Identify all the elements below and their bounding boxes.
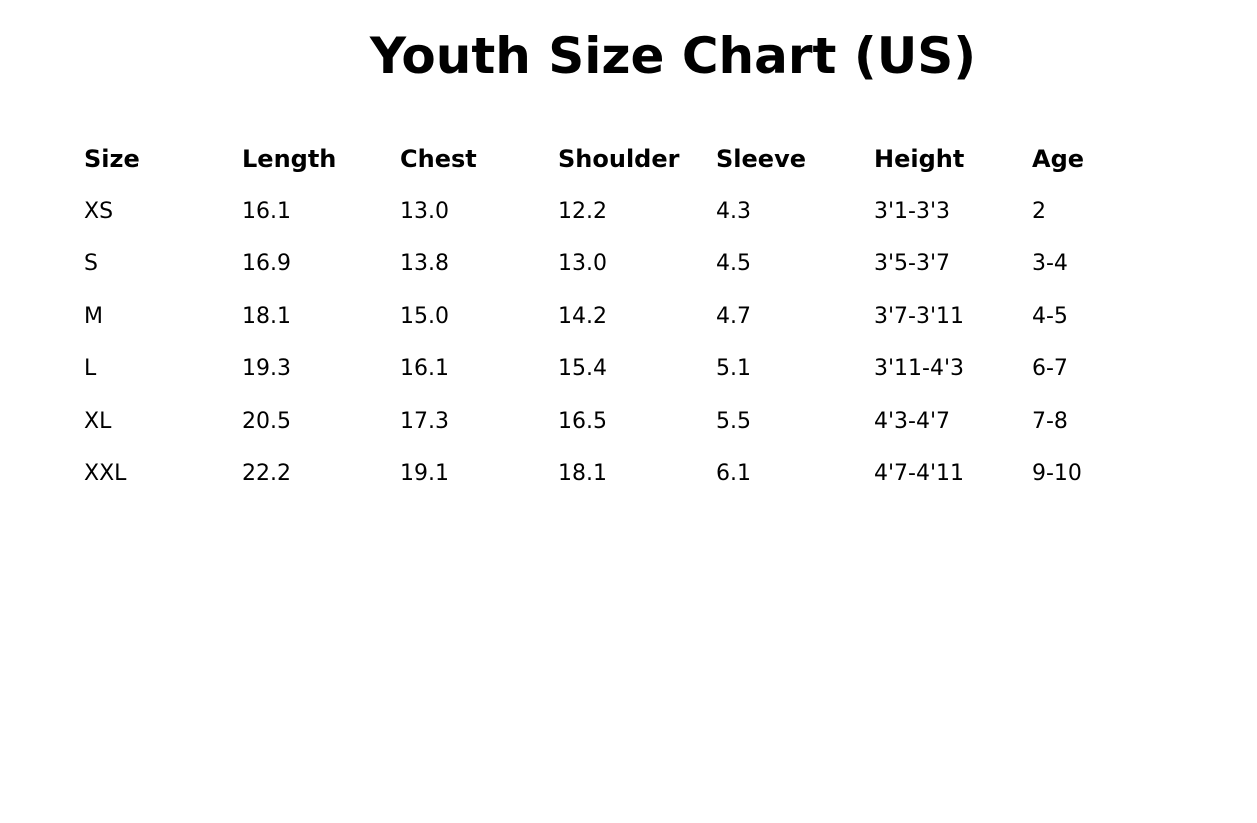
table-cell-size: S bbox=[84, 251, 98, 277]
table-cell-height: 3'11-4'3 bbox=[874, 356, 965, 382]
table-cell-length: 16.9 bbox=[242, 251, 291, 277]
table-cell-sleeve: 6.1 bbox=[716, 461, 751, 487]
table-cell-shoulder: 16.5 bbox=[558, 408, 607, 434]
table-cell-shoulder: 13.0 bbox=[558, 251, 607, 277]
table-cell-sleeve: 5.5 bbox=[716, 408, 751, 434]
table-cell-length: 16.1 bbox=[242, 198, 291, 224]
table-row: XXL 22.2 19.1 18.1 6.1 4'7-4'11 9-10 bbox=[84, 448, 1190, 501]
table-cell-height: 4'3-4'7 bbox=[874, 408, 951, 434]
table-header-row: Size Length Chest Shoulder Sleeve Height Age bbox=[84, 140, 1190, 178]
table-cell-age: 7-8 bbox=[1032, 408, 1068, 434]
table-cell-chest: 16.1 bbox=[400, 356, 449, 382]
column-header-height: Height bbox=[874, 145, 965, 173]
table-cell-chest: 15.0 bbox=[400, 303, 449, 329]
table-cell-sleeve: 4.5 bbox=[716, 251, 751, 277]
table-cell-height: 3'7-3'11 bbox=[874, 303, 965, 329]
column-header-length: Length bbox=[242, 145, 337, 173]
table-cell-age: 4-5 bbox=[1032, 303, 1068, 329]
table-row: M 18.1 15.0 14.2 4.7 3'7-3'11 4-5 bbox=[84, 290, 1190, 343]
table-cell-size: XL bbox=[84, 408, 112, 434]
table-cell-age: 2 bbox=[1032, 198, 1046, 224]
table-cell-length: 19.3 bbox=[242, 356, 291, 382]
table-row: S 16.9 13.8 13.0 4.5 3'5-3'7 3-4 bbox=[84, 238, 1190, 291]
table-cell-age: 6-7 bbox=[1032, 356, 1068, 382]
table-cell-length: 18.1 bbox=[242, 303, 291, 329]
column-header-age: Age bbox=[1032, 145, 1085, 173]
table-cell-shoulder: 14.2 bbox=[558, 303, 607, 329]
table-cell-length: 22.2 bbox=[242, 461, 291, 487]
table-cell-chest: 17.3 bbox=[400, 408, 449, 434]
table-row: XS 16.1 13.0 12.2 4.3 3'1-3'3 2 bbox=[84, 185, 1190, 238]
table-cell-chest: 13.8 bbox=[400, 251, 449, 277]
column-header-chest: Chest bbox=[400, 145, 477, 173]
table-cell-sleeve: 5.1 bbox=[716, 356, 751, 382]
table-cell-shoulder: 12.2 bbox=[558, 198, 607, 224]
table-cell-sleeve: 4.7 bbox=[716, 303, 751, 329]
column-header-sleeve: Sleeve bbox=[716, 145, 806, 173]
table-cell-height: 4'7-4'11 bbox=[874, 461, 965, 487]
table-cell-chest: 13.0 bbox=[400, 198, 449, 224]
column-header-size: Size bbox=[84, 145, 140, 173]
table-row: L 19.3 16.1 15.4 5.1 3'11-4'3 6-7 bbox=[84, 343, 1190, 396]
table-cell-shoulder: 15.4 bbox=[558, 356, 607, 382]
table-cell-shoulder: 18.1 bbox=[558, 461, 607, 487]
column-header-shoulder: Shoulder bbox=[558, 145, 680, 173]
table-cell-size: M bbox=[84, 303, 103, 329]
table-cell-size: XS bbox=[84, 198, 114, 224]
size-table: Size Length Chest Shoulder Sleeve Height Age XS… bbox=[84, 140, 1190, 500]
table-cell-age: 3-4 bbox=[1032, 251, 1068, 277]
table-row: XL 20.5 17.3 16.5 5.5 4'3-4'7 7-8 bbox=[84, 395, 1190, 448]
table-cell-height: 3'1-3'3 bbox=[874, 198, 951, 224]
table-cell-age: 9-10 bbox=[1032, 461, 1082, 487]
table-cell-sleeve: 4.3 bbox=[716, 198, 751, 224]
table-cell-size: L bbox=[84, 356, 97, 382]
table-cell-height: 3'5-3'7 bbox=[874, 251, 951, 277]
page-title: Youth Size Chart (US) bbox=[369, 27, 977, 85]
table-cell-chest: 19.1 bbox=[400, 461, 449, 487]
table-cell-size: XXL bbox=[84, 461, 127, 487]
table-cell-length: 20.5 bbox=[242, 408, 291, 434]
